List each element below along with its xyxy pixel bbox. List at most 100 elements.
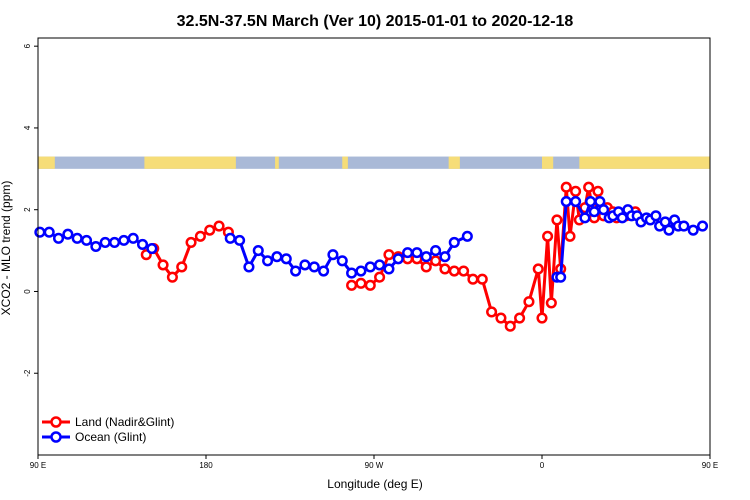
- data-point: [592, 185, 604, 197]
- data-point: [448, 236, 460, 248]
- x-tick-label: 90 E: [30, 461, 46, 470]
- data-point: [570, 195, 582, 208]
- data-point: [402, 247, 414, 259]
- data-point: [383, 249, 395, 261]
- data-point: [108, 236, 121, 248]
- y-tick-label: -2: [23, 369, 32, 377]
- data-point: [560, 195, 572, 208]
- data-point: [308, 261, 320, 273]
- legend: Land (Nadir&Glint) Ocean (Glint): [42, 415, 174, 444]
- data-point: [157, 259, 169, 271]
- legend-marker-land: [50, 416, 62, 428]
- data-point: [583, 181, 595, 193]
- data-point: [374, 259, 386, 271]
- x-axis-title: Longitude (deg E): [327, 477, 422, 491]
- data-point: [476, 273, 488, 285]
- data-point: [346, 279, 358, 291]
- data-point: [536, 312, 548, 324]
- data-point: [448, 265, 460, 277]
- y-tick-label: 6: [23, 43, 32, 48]
- data-point: [136, 238, 149, 251]
- data-point: [271, 251, 283, 263]
- x-tick-label: 0: [540, 461, 545, 470]
- data-point: [588, 206, 600, 218]
- data-point: [420, 251, 432, 263]
- series-ocean: [34, 195, 709, 283]
- data-point: [62, 228, 74, 240]
- data-point: [194, 230, 206, 242]
- band-land-segment: [579, 156, 710, 169]
- series-line: [145, 224, 230, 279]
- land-ocean-band: [38, 156, 710, 169]
- data-point: [364, 279, 376, 291]
- y-axis-title: XCO2 - MLO trend (ppm): [0, 181, 13, 316]
- data-point: [678, 220, 690, 232]
- data-point: [514, 312, 526, 324]
- data-point: [420, 261, 432, 273]
- data-point: [99, 236, 111, 248]
- data-point: [290, 265, 302, 277]
- data-point: [564, 230, 576, 242]
- data-point: [90, 240, 102, 253]
- y-tick-label: 0: [23, 289, 32, 294]
- data-point: [374, 271, 386, 283]
- legend-label-ocean: Ocean (Glint): [75, 430, 146, 444]
- data-point: [532, 263, 544, 275]
- data-point: [204, 224, 216, 236]
- data-point: [504, 320, 516, 332]
- data-point: [34, 226, 46, 238]
- data-point: [439, 251, 451, 263]
- data-point: [439, 263, 451, 275]
- band-land-segment: [542, 156, 554, 169]
- x-axis: 90 E 180 90 W 0 90 E: [30, 455, 718, 470]
- data-point: [584, 195, 597, 208]
- y-axis: -2 0 2 4 6: [23, 43, 38, 377]
- data-point: [176, 261, 188, 273]
- chart-title: 32.5N-37.5N March (Ver 10) 2015-01-01 to…: [177, 13, 574, 30]
- data-point: [467, 273, 479, 285]
- data-point: [166, 271, 178, 283]
- data-point: [213, 220, 225, 232]
- data-point: [355, 277, 367, 289]
- band-land-segment: [342, 156, 348, 169]
- data-point: [696, 220, 709, 232]
- data-point: [71, 232, 83, 244]
- band-land-segment: [275, 156, 279, 169]
- band-land-segment: [38, 156, 55, 169]
- band-land-segment: [144, 156, 236, 169]
- data-point: [461, 230, 473, 242]
- data-point: [687, 224, 699, 236]
- data-point: [280, 253, 292, 265]
- data-point: [430, 255, 442, 267]
- band-land-segment: [448, 156, 460, 169]
- data-point: [411, 247, 423, 259]
- data-point: [523, 296, 535, 308]
- data-point: [243, 261, 255, 273]
- data-point: [262, 255, 274, 267]
- data-point: [346, 267, 358, 279]
- data-point: [430, 245, 442, 257]
- data-point: [118, 234, 130, 246]
- data-point: [570, 185, 582, 197]
- data-point: [52, 232, 65, 244]
- legend-marker-ocean: [50, 431, 62, 443]
- data-point: [127, 232, 139, 244]
- data-point: [383, 263, 395, 275]
- data-point: [495, 312, 507, 324]
- data-point: [318, 265, 330, 277]
- data-point: [560, 181, 572, 193]
- data-point: [545, 297, 557, 309]
- data-point: [650, 210, 662, 222]
- data-point: [224, 232, 236, 244]
- y-tick-label: 2: [23, 207, 32, 212]
- x-tick-label: 90 W: [365, 461, 384, 470]
- data-point: [336, 255, 348, 267]
- data-point: [616, 212, 628, 224]
- data-point: [252, 245, 264, 257]
- data-point: [299, 259, 311, 271]
- data-point: [364, 261, 376, 273]
- data-point: [43, 226, 55, 238]
- y-tick-label: 4: [23, 125, 32, 130]
- data-point: [555, 271, 567, 283]
